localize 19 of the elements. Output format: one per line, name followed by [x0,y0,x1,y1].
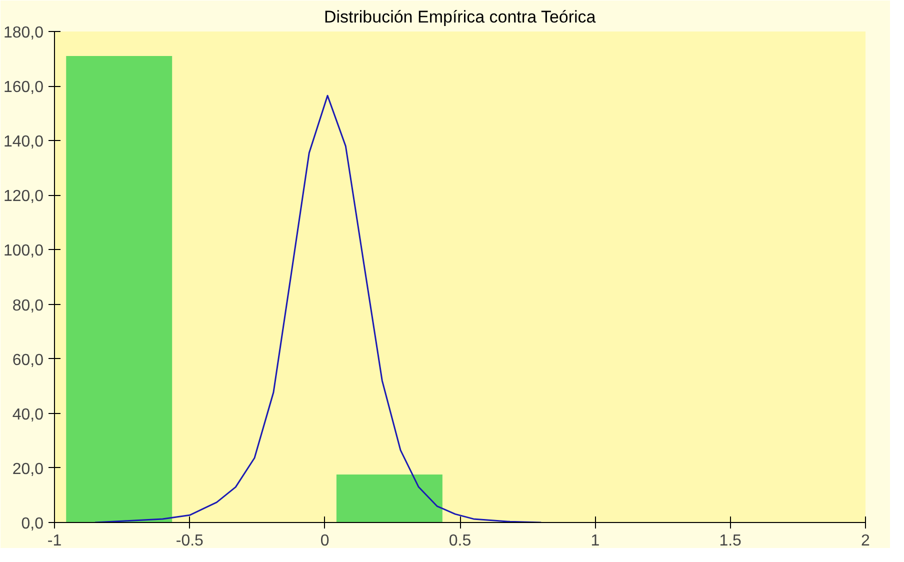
x-tick-label: 1.5 [719,532,742,550]
x-tick-label: 0 [320,532,330,550]
x-tick-label: 0.5 [448,532,472,550]
y-tick-label: 0,0 [21,516,44,532]
y-tick-label: 40,0 [12,406,44,424]
x-tick-label: 1 [590,532,600,550]
y-tick-label: 20,0 [12,460,44,478]
y-tick-label: 120,0 [3,188,44,206]
line-series [94,94,542,522]
y-tick-label: 140,0 [3,134,44,151]
y-tick-label: 100,0 [3,242,44,260]
y-tick-label: 60,0 [12,352,44,369]
x-tick-label: -1 [47,532,62,550]
x-tick-label: -0.5 [176,532,204,550]
y-tick-label: 80,0 [12,297,44,314]
x-tick-label: 2 [861,532,870,550]
y-tick-label: 180,0 [3,24,44,42]
chart-title: Distribución Empírica contra Teórica [324,8,596,26]
y-tick-label: 160,0 [3,79,44,96]
